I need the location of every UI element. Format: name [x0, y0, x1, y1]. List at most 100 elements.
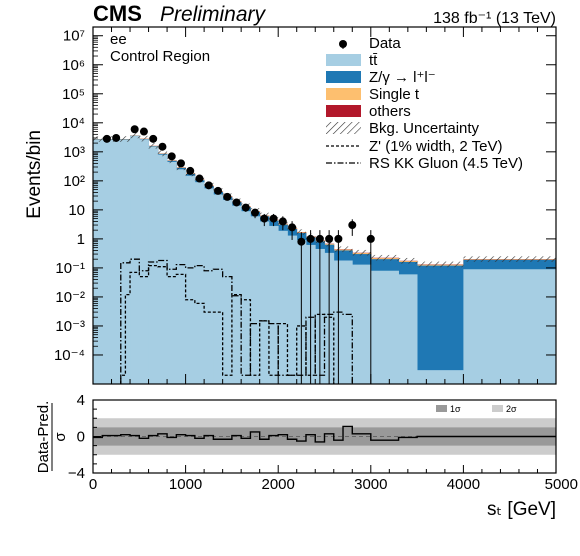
legend-kk-label: RS KK Gluon (4.5 TeV): [369, 155, 523, 172]
ratio-x-tick-labels: 0 1000 2000 3000 4000 5000: [89, 476, 578, 493]
ratio-legend: 1σ 2σ: [436, 404, 517, 414]
legend-dy-label: Z/γ → l⁺l⁻: [369, 69, 436, 86]
uncertainty-band-24: [352, 249, 371, 256]
ratio-pull-line: [93, 425, 556, 443]
x-tick-label-2: 2000: [262, 476, 295, 493]
main-axis-ticks: [92, 26, 557, 384]
legend-ttbar-swatch: [326, 54, 361, 66]
bar-ttbar-13: [241, 211, 251, 384]
signal-kk-gluon-line: [120, 258, 353, 384]
x-tick-label-5: 5000: [545, 476, 578, 493]
signal-zprime-line: [120, 264, 335, 384]
ratio-y-axis-label: Data-Pred. σ: [35, 401, 69, 474]
bar-ttbar-24: [352, 264, 372, 384]
ratio-legend-1sigma-swatch: [436, 405, 447, 412]
x-tick-label-0: 0: [89, 476, 97, 493]
y-tick-label-8: 10⁴: [62, 115, 85, 132]
legend-entry-zprime: Z' (1% width, 2 TeV): [326, 138, 502, 155]
ratio-y-label-denominator: σ: [52, 432, 69, 442]
legend-uncertainty-label: Bkg. Uncertainty: [369, 120, 480, 137]
ratio-y-tick-labels: 4 0 −4: [68, 392, 85, 482]
legend-entry-ttbar: tt̄: [326, 52, 378, 69]
y-axis-label: Events/bin: [24, 130, 45, 219]
ratio-y-tick-label-0: 4: [77, 392, 85, 409]
x-tick-label-1: 1000: [169, 476, 202, 493]
main-y-tick-labels: 10⁻⁴ 10⁻³ 10⁻² 10⁻¹ 1 10 10² 10³ 10⁴ 10⁵ 10⁶ 10⁷: [54, 28, 85, 364]
legend-others-label: others: [369, 103, 411, 120]
uncertainty-band-25: [370, 254, 399, 261]
legend-others-swatch: [326, 105, 361, 117]
legend-entry-single-t: Single t: [326, 86, 420, 103]
bar-ttbar-14: [250, 216, 261, 384]
legend-entry-dy: Z/γ → l⁺l⁻: [326, 69, 436, 86]
y-tick-label-10: 10⁶: [62, 57, 85, 74]
legend-ttbar-label: tt̄: [369, 52, 378, 69]
y-tick-label-2: 10⁻²: [55, 289, 85, 306]
channel-label: ee: [110, 31, 127, 48]
data-point-26: [366, 234, 375, 243]
data-point-7: [176, 159, 185, 168]
y-tick-label-7: 10³: [63, 144, 85, 161]
bar-ttbar-9: [204, 188, 214, 384]
bar-ttbar-3: [148, 146, 159, 384]
data-point-9: [195, 174, 204, 183]
y-tick-label-11: 10⁷: [63, 28, 85, 45]
signal-layer: [120, 258, 353, 384]
ratio-y-tick-label-2: −4: [68, 465, 85, 482]
x-tick-label-4: 4000: [447, 476, 480, 493]
main-panel: 10⁻⁴ 10⁻³ 10⁻² 10⁻¹ 1 10 10² 10³ 10⁴ 10⁵ 10⁶ 10⁷ Ev…: [24, 26, 557, 385]
ratio-legend-2sigma-label: 2σ: [506, 404, 517, 414]
cms-label: CMS: [93, 1, 142, 26]
legend-entry-others: others: [326, 103, 411, 120]
bar-ttbar-4: [157, 154, 168, 384]
data-point-0: [102, 134, 111, 143]
y-tick-label-4: 1: [77, 231, 85, 248]
bar-ttbar-17: [278, 230, 288, 384]
luminosity-label: 138 fb⁻¹ (13 TeV): [433, 10, 556, 27]
bar-ttbar-23: [333, 260, 353, 384]
uncertainty-band-2: [139, 135, 149, 142]
legend-entry-uncertainty: Bkg. Uncertainty: [326, 120, 480, 137]
bar-ttbar-8: [194, 182, 205, 384]
y-tick-label-3: 10⁻¹: [55, 260, 85, 277]
legend-single-t-label: Single t: [369, 86, 420, 103]
uncertainty-band-27: [417, 261, 464, 268]
legend-data-label: Data: [369, 35, 401, 52]
uncertainty-band-19: [296, 229, 306, 235]
bar-ttbar-28: [463, 269, 556, 384]
legend-entry-data: Data: [339, 35, 401, 52]
uncertainty-band-4: [157, 150, 168, 157]
bar-ttbar-5: [167, 161, 177, 384]
bar-ttbar-25: [370, 270, 399, 384]
bar-ttbar-18: [287, 235, 298, 384]
data-layer: [102, 125, 375, 384]
bar-ttbar-27: [417, 370, 464, 384]
data-point-14: [241, 203, 250, 212]
legend-uncertainty-swatch: [326, 122, 361, 134]
preliminary-label: Preliminary: [160, 3, 267, 26]
ratio-legend-1sigma-label: 1σ: [450, 404, 461, 414]
data-point-11: [214, 186, 223, 195]
data-point-19: [288, 223, 297, 232]
data-point-8: [186, 166, 195, 175]
uncertainty-band-3: [148, 143, 158, 149]
data-point-20: [297, 237, 306, 246]
ratio-legend-2sigma-swatch: [492, 405, 503, 412]
bar-ttbar-11: [222, 199, 233, 384]
y-tick-label-9: 10⁵: [62, 86, 85, 103]
data-point-12: [223, 192, 232, 201]
y-tick-label-6: 10²: [63, 173, 85, 190]
ratio-panel: 40−4 0 1000 2000 3000 4000 5000 1σ 2σ Data-Pr…: [35, 392, 578, 520]
ratio-y-label-numerator: Data-Pred.: [35, 401, 52, 474]
data-point-13: [232, 198, 241, 207]
data-point-4: [149, 134, 158, 143]
x-axis-label: sₜ [GeV]: [487, 499, 556, 520]
data-point-1: [112, 133, 121, 142]
data-point-6: [167, 152, 176, 161]
data-point-22: [315, 234, 324, 243]
bar-ttbar-6: [176, 169, 186, 384]
data-point-16: [260, 214, 269, 223]
y-tick-label-1: 10⁻³: [55, 318, 85, 335]
uncertainty-band-28: [463, 256, 556, 262]
data-point-10: [204, 181, 213, 190]
